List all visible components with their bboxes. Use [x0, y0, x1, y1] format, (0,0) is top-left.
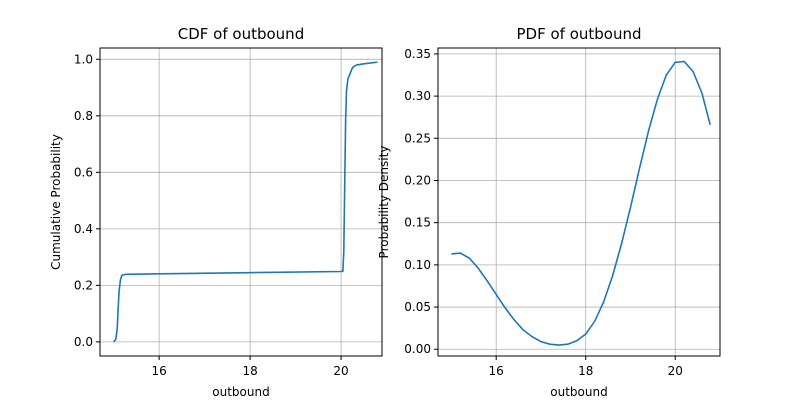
- pdf-y-axis-label: Probability Density: [377, 146, 391, 259]
- pdf-plot-area: [437, 47, 721, 357]
- pdf-x-tick-label: 16: [489, 364, 504, 378]
- pdf-grid: [438, 48, 720, 356]
- cdf-y-tick-label: 0.2: [74, 278, 93, 292]
- pdf-y-tick-label: 0.30: [404, 89, 431, 103]
- cdf-plot-area: [99, 47, 383, 357]
- pdf-x-axis-label: outbound: [550, 385, 607, 399]
- pdf-y-tick-label: 0.25: [404, 131, 431, 145]
- pdf-x-tick-label: 20: [668, 364, 683, 378]
- pdf-y-tick-label: 0.15: [404, 216, 431, 230]
- pdf-series-line: [451, 60, 711, 346]
- cdf-x-axis-label: outbound: [212, 385, 269, 399]
- pdf-chart-title: PDF of outbound: [516, 25, 641, 43]
- pdf-y-tick-label: 0.00: [404, 342, 431, 356]
- pdf-ticks: 16 18 20 0.00 0.05 0.10 0.15 0.20 0.25 0.30 0.35: [404, 47, 683, 378]
- cdf-y-tick-label: 0.6: [74, 165, 93, 179]
- cdf-y-tick-label: 0.0: [74, 335, 93, 349]
- pdf-y-tick-label: 0.20: [404, 173, 431, 187]
- cdf-x-tick-label: 20: [333, 364, 348, 378]
- pdf-y-tick-label: 0.10: [404, 258, 431, 272]
- cdf-y-axis-label: Cumulative Probability: [49, 134, 63, 270]
- pdf-x-tick-label: 18: [578, 364, 593, 378]
- cdf-chart-title: CDF of outbound: [178, 25, 304, 43]
- cdf-series-line: [113, 61, 378, 343]
- cdf-chart: 16 18 20 0.0 0.2 0.4 0.6 0.8 1.0 CDF of outbound…: [49, 25, 383, 399]
- cdf-y-tick-label: 0.8: [74, 109, 93, 123]
- pdf-y-tick-label: 0.05: [404, 300, 431, 314]
- pdf-y-tick-label: 0.35: [404, 47, 431, 61]
- cdf-ticks: 16 18 20 0.0 0.2 0.4 0.6 0.8 1.0: [74, 52, 349, 378]
- cdf-grid: [100, 48, 382, 356]
- pdf-chart: 16 18 20 0.00 0.05 0.10 0.15 0.20 0.25 0.30 0.35 P…: [377, 25, 721, 399]
- cdf-y-tick-label: 0.4: [74, 222, 93, 236]
- cdf-x-tick-label: 16: [151, 364, 166, 378]
- cdf-x-tick-label: 18: [242, 364, 257, 378]
- cdf-y-tick-label: 1.0: [74, 52, 93, 66]
